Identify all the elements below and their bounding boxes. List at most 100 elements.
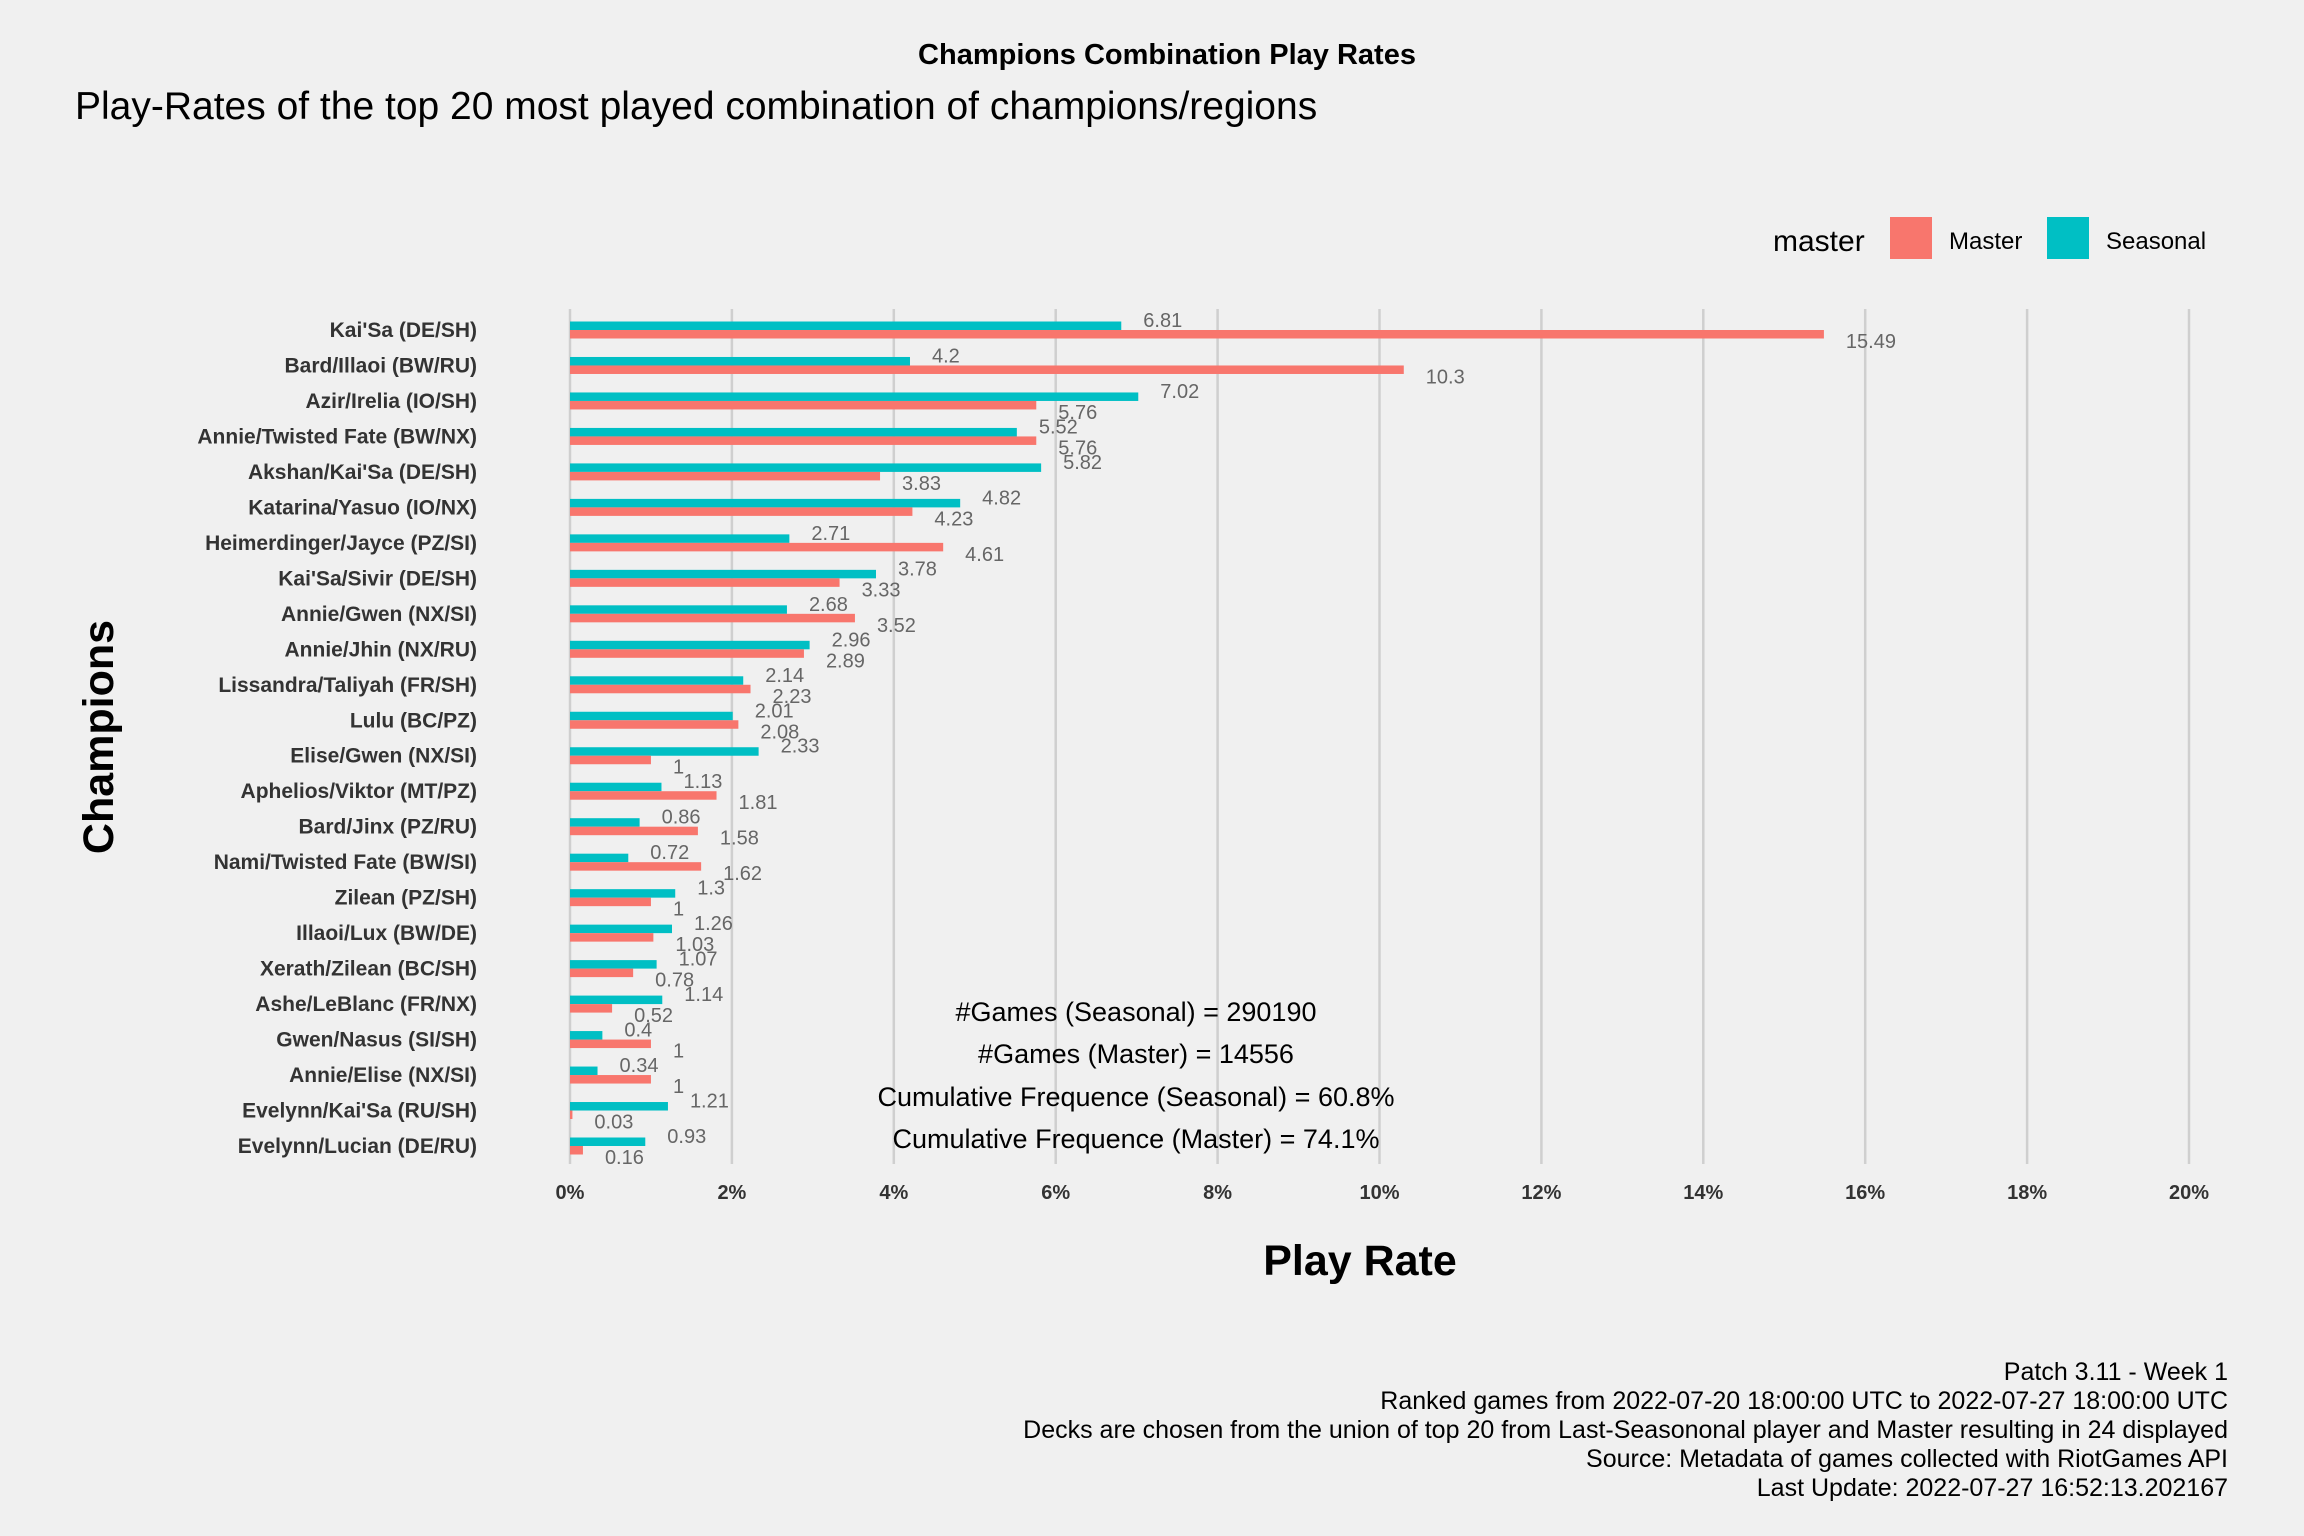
bar-seasonal xyxy=(570,1031,603,1040)
bar-master xyxy=(570,649,804,658)
bar-seasonal xyxy=(570,853,629,863)
y-category-label: Evelynn/Kai'Sa (RU/SH) xyxy=(242,1100,477,1123)
value-label-master: 1.03 xyxy=(675,934,714,956)
bar-seasonal xyxy=(570,569,876,579)
bar-master xyxy=(570,684,751,694)
value-label-master: 2.89 xyxy=(826,650,865,672)
caption-line-1: Patch 3.11 - Week 1 xyxy=(2004,1358,2228,1386)
bar-seasonal xyxy=(570,960,657,969)
bar-master xyxy=(570,400,1037,410)
value-label-master: 5.76 xyxy=(1058,437,1097,459)
bar-master xyxy=(570,1004,613,1013)
value-label-seasonal: 4.2 xyxy=(932,345,960,367)
x-tick-label: 18% xyxy=(2007,1182,2047,1204)
value-label-master: 0.52 xyxy=(634,1005,673,1027)
value-label-master: 15.49 xyxy=(1846,331,1896,353)
bar-master xyxy=(570,968,634,978)
y-category-label: Elise/Gwen (NX/SI) xyxy=(290,745,477,768)
y-category-label: Lissandra/Taliyah (FR/SH) xyxy=(218,674,477,697)
value-label-seasonal: 0.72 xyxy=(650,842,689,864)
value-label-master: 2.23 xyxy=(773,686,812,708)
bar-seasonal xyxy=(570,1066,598,1076)
bar-master xyxy=(570,755,651,765)
y-category-label: Gwen/Nasus (SI/SH) xyxy=(276,1029,477,1052)
legend: master Master Seasonal xyxy=(1773,217,2206,259)
caption-block: Patch 3.11 - Week 1 Ranked games from 20… xyxy=(1023,1358,2228,1502)
y-category-label: Annie/Twisted Fate (BW/NX) xyxy=(197,425,477,448)
bar-master xyxy=(570,1075,651,1084)
value-label-master: 4.61 xyxy=(965,544,1004,566)
annotation-games-master: #Games (Master) = 14556 xyxy=(978,1039,1294,1069)
bar-master xyxy=(570,862,702,871)
annotation-block: #Games (Seasonal) = 290190 #Games (Maste… xyxy=(877,997,1394,1154)
bar-master xyxy=(570,578,840,587)
bar-master xyxy=(570,365,1404,374)
value-label-master: 4.23 xyxy=(934,508,973,530)
x-tick-label: 20% xyxy=(2169,1182,2209,1204)
bar-master xyxy=(570,933,654,942)
y-category-label: Xerath/Zilean (BC/SH) xyxy=(260,958,477,981)
x-tick-label: 0% xyxy=(556,1182,585,1204)
y-category-label: Kai'Sa/Sivir (DE/SH) xyxy=(278,567,477,590)
y-category-label: Kai'Sa (DE/SH) xyxy=(330,319,477,342)
y-category-label: Zilean (PZ/SH) xyxy=(335,887,477,910)
bar-master xyxy=(570,897,651,907)
value-label-seasonal: 0.86 xyxy=(662,807,701,829)
bar-seasonal xyxy=(570,782,662,792)
caption-line-4: Source: Metadata of games collected with… xyxy=(1586,1445,2228,1473)
y-category-label: Aphelios/Viktor (MT/PZ) xyxy=(241,780,477,803)
annotation-games-seasonal: #Games (Seasonal) = 290190 xyxy=(956,997,1317,1027)
value-label-seasonal: 2.71 xyxy=(811,523,850,545)
bar-master xyxy=(570,436,1037,445)
x-ticks-layer: 0% 2% 4% 6% 8% 10% 12% 14% 16% 18% 20% xyxy=(556,1182,2210,1204)
value-label-master: 1 xyxy=(673,1041,684,1063)
value-label-master: 0.03 xyxy=(594,1112,633,1134)
grid-layer xyxy=(568,309,2191,1164)
y-category-label: Nami/Twisted Fate (BW/SI) xyxy=(214,851,477,874)
bar-seasonal xyxy=(570,889,676,898)
caption-line-5: Last Update: 2022-07-27 16:52:13.202167 xyxy=(1757,1474,2228,1502)
x-tick-label: 4% xyxy=(879,1182,908,1204)
x-tick-label: 14% xyxy=(1683,1182,1723,1204)
value-label-seasonal: 1.13 xyxy=(683,771,722,793)
value-label-master: 5.76 xyxy=(1058,402,1097,424)
value-labels-layer: 6.8115.494.210.37.025.765.525.765.823.83… xyxy=(594,310,1896,1169)
caption-line-3: Decks are chosen from the union of top 2… xyxy=(1023,1416,2228,1444)
value-label-master: 0.16 xyxy=(605,1147,644,1169)
value-label-seasonal: 0.93 xyxy=(667,1126,706,1148)
bar-seasonal xyxy=(570,924,672,934)
y-category-label: Katarina/Yasuo (IO/NX) xyxy=(248,496,477,519)
value-label-seasonal: 0.4 xyxy=(624,1020,652,1042)
legend-label-master: Master xyxy=(1949,228,2022,255)
bar-seasonal xyxy=(570,676,744,685)
value-label-seasonal: 5.82 xyxy=(1063,452,1102,474)
y-category-label: Heimerdinger/Jayce (PZ/SI) xyxy=(205,532,477,555)
value-label-seasonal: 5.52 xyxy=(1039,416,1078,438)
value-label-seasonal: 0.34 xyxy=(620,1055,659,1077)
value-label-seasonal: 1.3 xyxy=(697,878,725,900)
bar-master xyxy=(570,471,881,481)
bar-master xyxy=(570,1146,583,1155)
chart-subtitle: Play-Rates of the top 20 most played com… xyxy=(75,85,1317,128)
value-label-seasonal: 4.82 xyxy=(982,487,1021,509)
bar-seasonal xyxy=(570,640,810,650)
bar-master xyxy=(570,791,717,800)
y-category-label: Illaoi/Lux (BW/DE) xyxy=(296,922,477,945)
bar-master xyxy=(570,613,855,623)
y-axis-title: Champions xyxy=(75,620,123,854)
y-labels-layer: Kai'Sa (DE/SH) Bard/Illaoi (BW/RU) Azir/Ir… xyxy=(197,319,477,1158)
caption-line-2: Ranked games from 2022-07-20 18:00:00 UT… xyxy=(1380,1387,2228,1415)
value-label-master: 3.52 xyxy=(877,615,916,637)
value-label-seasonal: 6.81 xyxy=(1143,310,1182,332)
value-label-seasonal: 2.96 xyxy=(832,629,871,651)
y-category-label: Bard/Jinx (PZ/RU) xyxy=(298,816,477,839)
bar-seasonal xyxy=(570,605,787,614)
bar-master xyxy=(570,507,913,516)
bar-seasonal xyxy=(570,818,640,827)
y-category-label: Annie/Elise (NX/SI) xyxy=(289,1064,477,1087)
bar-seasonal xyxy=(570,463,1042,472)
bar-seasonal xyxy=(570,356,910,366)
x-tick-label: 12% xyxy=(1521,1182,1561,1204)
bar-seasonal xyxy=(570,711,733,721)
